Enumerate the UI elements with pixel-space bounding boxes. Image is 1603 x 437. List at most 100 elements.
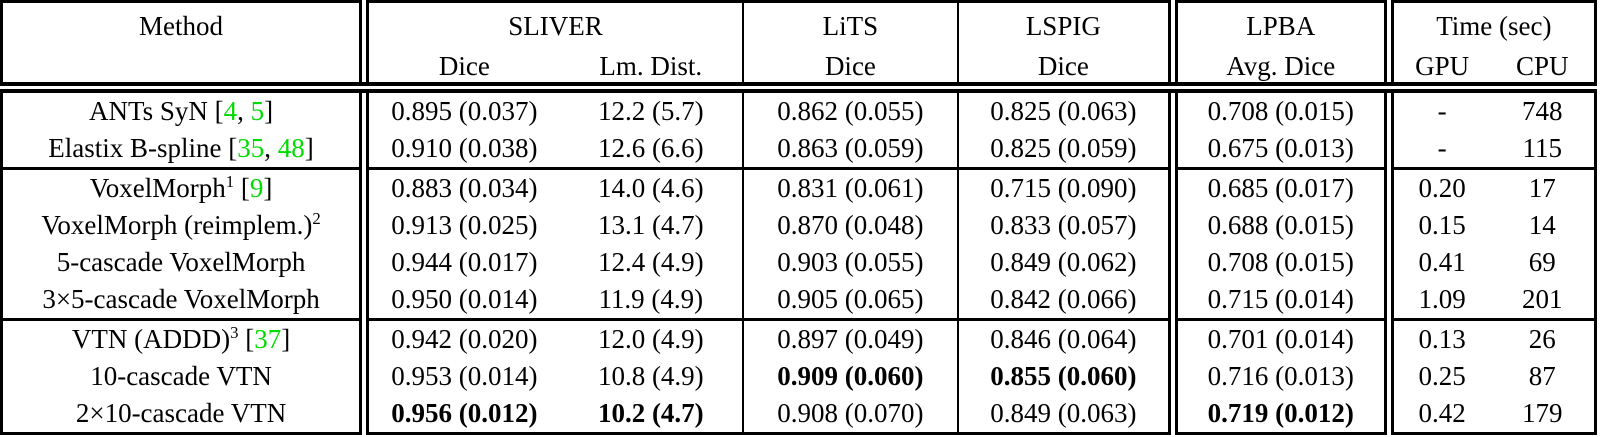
cell-lpba: 0.715 (0.014) [1167, 281, 1389, 320]
cell-method: 10-cascade VTN [90, 361, 272, 391]
cell-lpba: 0.708 (0.015) [1167, 244, 1389, 281]
cell-lits: 0.870 (0.048) [741, 207, 958, 244]
cell-gpu: 0.42 [1383, 395, 1491, 434]
col-header-lits-dice: Dice [741, 49, 958, 93]
table-row: 10-cascade VTN 0.953 (0.014) 10.8 (4.9) 0.9… [2, 358, 1596, 395]
cell-lpba: 0.688 (0.015) [1167, 207, 1389, 244]
cell-gpu: - [1383, 130, 1491, 169]
citation-link[interactable]: 5 [250, 96, 265, 126]
footnote-marker: 1 [225, 172, 235, 191]
cell-lits: 0.862 (0.055) [741, 87, 958, 130]
cell-sliver-lm: 12.6 (6.6) [597, 133, 704, 163]
citation-link[interactable]: 48 [277, 133, 305, 163]
citation-link[interactable]: 9 [249, 173, 264, 203]
citation-link[interactable]: 35 [237, 133, 265, 163]
col-header-sliver: SLIVER [359, 1, 743, 49]
header-row-metrics: Dice Lm. Dist. Dice Dice Avg. Dice GPU C… [2, 49, 1596, 93]
header-row-groups: Method SLIVER LiTS LSPIG LPBA Time (sec) [1, 1, 1596, 93]
citation-link[interactable]: 4 [223, 96, 238, 126]
cell-gpu: - [1383, 87, 1491, 130]
table-body: ANTs SyN [4, 5] 0.895 (0.037) 12.2 (5.7) 0.… [1, 87, 1596, 434]
cell-lspig: 0.855 (0.060) [956, 358, 1173, 395]
col-header-cpu: CPU [1490, 49, 1596, 93]
citation-link[interactable]: 37 [254, 324, 282, 354]
cell-sliver-dice: 0.883 (0.034) [359, 167, 560, 207]
footnote-marker: 3 [230, 323, 239, 342]
cell-lits: 0.905 (0.065) [741, 281, 958, 320]
col-header-gpu: GPU [1383, 49, 1491, 93]
cell-method: VTN (ADDD)3 [37] [1, 318, 365, 358]
cell-method: ANTs SyN [4, 5] [88, 96, 274, 126]
cell-gpu: 0.13 [1383, 318, 1491, 358]
cell-sliver-dice: 0.953 (0.014) [359, 358, 560, 395]
cell-sliver-dice: 0.910 (0.038) [359, 130, 560, 169]
table-row: 3×5-cascade VoxelMorph 0.950 (0.014) 11.9 … [2, 281, 1596, 320]
cell-gpu: 1.09 [1383, 281, 1491, 320]
cell-cpu: 69 [1528, 247, 1556, 277]
cell-gpu: 0.25 [1383, 358, 1491, 395]
cell-sliver-dice: 0.913 (0.025) [359, 207, 560, 244]
table-row: ANTs SyN [4, 5] 0.895 (0.037) 12.2 (5.7) 0.… [2, 87, 1596, 130]
cell-lits: 0.908 (0.070) [741, 395, 958, 434]
cell-sliver-lm: 14.0 (4.6) [559, 167, 743, 207]
cell-lspig: 0.842 (0.066) [956, 281, 1173, 320]
cell-cpu: 17 [1490, 167, 1596, 207]
cell-gpu: 0.20 [1383, 167, 1491, 207]
cell-sliver-dice: 0.950 (0.014) [359, 281, 560, 320]
cell-sliver-lm: 13.1 (4.7) [597, 210, 704, 240]
cell-cpu: 115 [1522, 133, 1563, 163]
cell-lits: 0.903 (0.055) [741, 244, 958, 281]
cell-lspig: 0.825 (0.059) [956, 130, 1173, 169]
col-header-lits: LiTS [741, 1, 958, 49]
col-header-sliver-dice: Dice [359, 49, 560, 93]
cell-sliver-lm: 12.2 (5.7) [597, 96, 704, 126]
cell-lits: 0.909 (0.060) [741, 358, 958, 395]
cell-lpba: 0.719 (0.012) [1167, 395, 1389, 434]
cell-cpu: 748 [1522, 96, 1563, 126]
cell-cpu: 14 [1528, 210, 1556, 240]
cell-gpu: 0.41 [1383, 244, 1491, 281]
cell-lpba: 0.708 (0.015) [1167, 87, 1389, 130]
cell-method: VoxelMorph (reimplem.)2 [41, 209, 321, 240]
table-row: VoxelMorph (reimplem.)2 0.913 (0.025) 13.1… [2, 207, 1596, 244]
cell-sliver-lm: 10.2 (4.7) [597, 398, 704, 428]
cell-sliver-dice: 0.895 (0.037) [359, 87, 560, 130]
cell-lspig: 0.849 (0.062) [956, 244, 1173, 281]
cell-sliver-dice: 0.944 (0.017) [359, 244, 560, 281]
cell-method: 3×5-cascade VoxelMorph [42, 284, 320, 314]
cell-gpu: 0.15 [1383, 207, 1491, 244]
cell-cpu: 201 [1522, 284, 1563, 314]
cell-cpu: 26 [1490, 318, 1596, 358]
cell-lits: 0.897 (0.049) [741, 318, 958, 358]
table-row: Elastix B-spline [35, 48] 0.910 (0.038) 12… [2, 130, 1596, 169]
cell-method: 2×10-cascade VTN [75, 398, 287, 428]
col-header-sliver-lmdist: Lm. Dist. [559, 49, 743, 93]
cell-lits: 0.863 (0.059) [741, 130, 958, 169]
cell-lspig: 0.715 (0.090) [956, 167, 1173, 207]
cell-method: VoxelMorph1 [9] [1, 167, 365, 207]
cell-lspig: 0.846 (0.064) [956, 318, 1173, 358]
cell-sliver-dice: 0.956 (0.012) [359, 395, 560, 434]
cell-method: Elastix B-spline [35, 48] [48, 133, 314, 163]
cell-lspig: 0.849 (0.063) [956, 395, 1173, 434]
cell-sliver-lm: 12.0 (4.9) [559, 318, 743, 358]
cell-cpu: 179 [1522, 398, 1563, 428]
col-header-method: Method [1, 1, 365, 93]
cell-sliver-lm: 12.4 (4.9) [597, 247, 704, 277]
cell-lpba: 0.701 (0.014) [1167, 318, 1389, 358]
cell-sliver-dice: 0.942 (0.020) [359, 318, 560, 358]
table-row: 5-cascade VoxelMorph 0.944 (0.017) 12.4 (4… [2, 244, 1596, 281]
col-header-lpba: LPBA [1167, 1, 1389, 49]
table-row: 2×10-cascade VTN 0.956 (0.012) 10.2 (4.7) 0… [2, 395, 1596, 434]
cell-lpba: 0.716 (0.013) [1167, 358, 1389, 395]
table-header: Method SLIVER LiTS LSPIG LPBA Time (sec)… [1, 1, 1596, 93]
cell-lpba: 0.685 (0.017) [1167, 167, 1389, 207]
col-header-lspig: LSPIG [956, 1, 1173, 49]
table-row: VoxelMorph1 [9] 0.883 (0.034) 14.0 (4.6) 0.… [1, 167, 1596, 207]
table-row: VTN (ADDD)3 [37] 0.942 (0.020) 12.0 (4.9) 0… [1, 318, 1596, 358]
cell-lpba: 0.675 (0.013) [1167, 130, 1389, 169]
col-header-lspig-dice: Dice [956, 49, 1173, 93]
cell-lits: 0.831 (0.061) [741, 167, 958, 207]
